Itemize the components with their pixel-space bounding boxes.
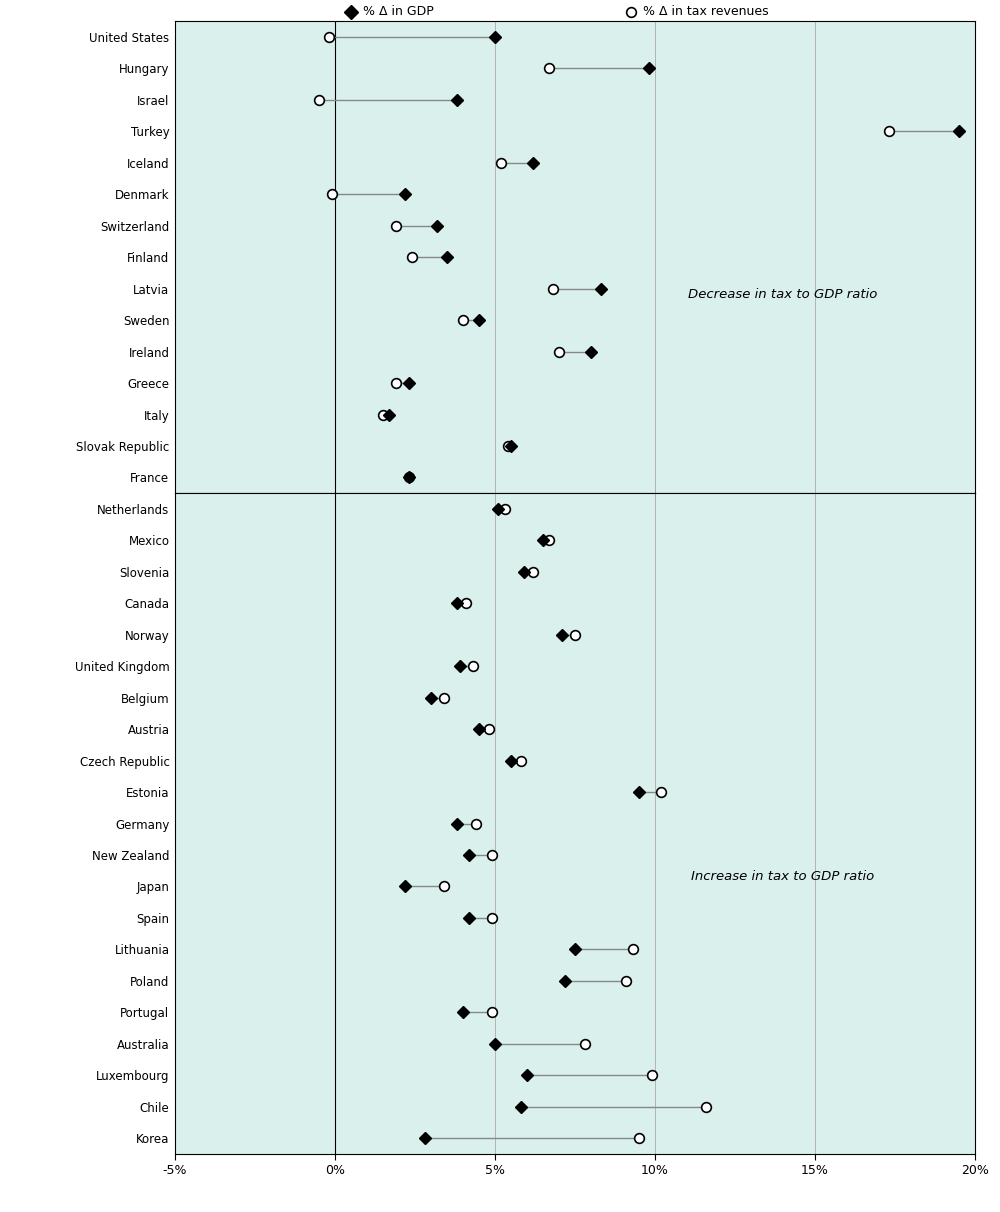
Text: % Δ in tax revenues: % Δ in tax revenues [643, 5, 769, 18]
Text: Decrease in tax to GDP ratio: Decrease in tax to GDP ratio [688, 288, 878, 302]
Text: % Δ in GDP: % Δ in GDP [363, 5, 434, 18]
Text: Increase in tax to GDP ratio: Increase in tax to GDP ratio [691, 870, 875, 882]
